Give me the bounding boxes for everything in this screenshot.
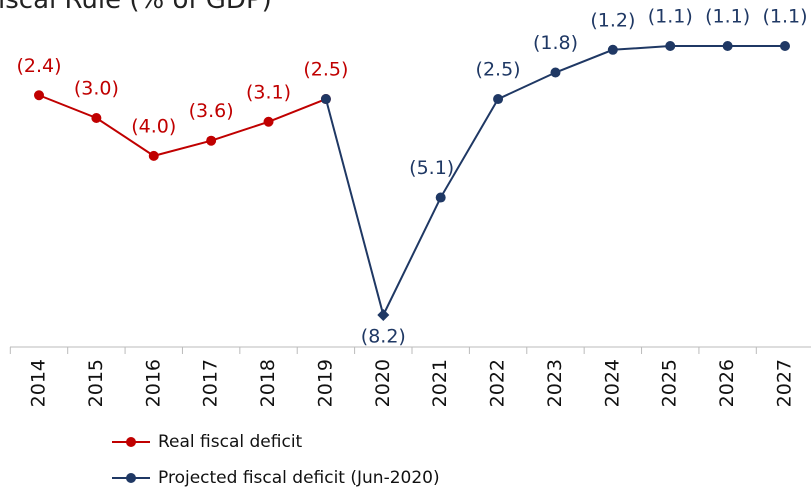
data-label: (1.1) [762, 6, 807, 28]
legend-marker [126, 473, 136, 483]
marker [780, 41, 790, 51]
x-tick-label: 2014 [28, 359, 50, 407]
marker [148, 150, 159, 161]
marker [263, 116, 274, 127]
data-label: (4.0) [131, 115, 176, 137]
series-line [38, 94, 327, 157]
marker [722, 41, 733, 51]
x-tick-label: 2015 [85, 359, 107, 407]
data-label: (1.8) [533, 32, 578, 54]
x-tick-label: 2024 [601, 359, 623, 407]
data-label: (3.0) [74, 77, 119, 99]
series-line [324, 45, 785, 318]
chart-title: iscal Rule (% of GDP) [0, 0, 272, 15]
data-label: (3.6) [189, 100, 234, 122]
legend-label: Real fiscal deficit [158, 432, 303, 452]
data-label: (2.5) [476, 59, 521, 81]
marker [34, 90, 44, 101]
x-tick-label: 2020 [372, 359, 394, 407]
x-tick-label: 2016 [142, 359, 164, 407]
data-label: (2.5) [303, 59, 348, 81]
data-label: (5.1) [409, 157, 454, 179]
marker [607, 44, 618, 55]
data-label: (1.1) [705, 6, 750, 28]
data-label: (1.2) [590, 9, 635, 31]
x-tick-label: 2019 [314, 359, 336, 407]
marker [377, 309, 390, 321]
marker [206, 135, 217, 146]
x-tick-label: 2025 [659, 359, 681, 407]
marker [91, 112, 102, 123]
data-label: (2.4) [16, 55, 61, 77]
x-tick-label: 2027 [774, 359, 796, 407]
x-tick-label: 2018 [257, 359, 279, 407]
marker [665, 41, 676, 51]
x-tick-label: 2017 [200, 359, 222, 407]
marker [493, 94, 504, 105]
marker [435, 192, 446, 203]
data-label: (3.1) [246, 81, 291, 103]
legend-label: Projected fiscal deficit (Jun-2020) [158, 468, 440, 488]
legend-marker [126, 437, 136, 447]
data-label: (1.1) [648, 6, 693, 28]
x-tick-label: 2021 [429, 359, 451, 407]
x-tick-label: 2022 [487, 359, 509, 407]
marker [320, 94, 331, 105]
marker [550, 67, 561, 78]
data-label: (8.2) [361, 326, 406, 348]
x-tick-label: 2023 [544, 359, 566, 407]
x-tick-label: 2026 [716, 359, 738, 407]
